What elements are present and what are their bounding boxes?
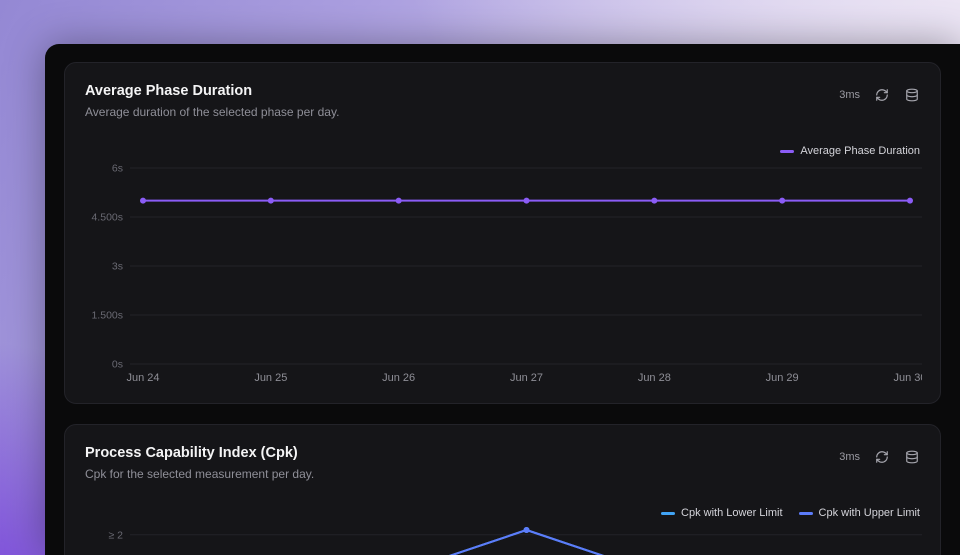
card-subtitle: Average duration of the selected phase p… — [85, 105, 340, 119]
chart-legend: Average Phase Duration — [85, 144, 920, 158]
legend-item: Cpk with Lower Limit — [661, 507, 783, 519]
refresh-icon — [876, 89, 888, 101]
legend-swatch — [798, 511, 813, 515]
legend-swatch — [661, 511, 676, 515]
refresh-icon — [876, 451, 888, 463]
svg-text:Jun 27: Jun 27 — [510, 372, 543, 384]
database-icon — [906, 88, 918, 102]
legend-item: Cpk with Upper Limit — [798, 507, 920, 519]
legend-label: Cpk with Lower Limit — [681, 507, 783, 519]
svg-text:0s: 0s — [112, 359, 123, 371]
cpk-card: Process Capability Index (Cpk) Cpk for t… — [64, 424, 941, 555]
legend-label: Cpk with Upper Limit — [818, 507, 920, 519]
card-title: Average Phase Duration — [85, 83, 253, 99]
svg-text:3s: 3s — [112, 261, 123, 273]
refresh-button[interactable] — [874, 87, 890, 103]
card-header: Average Phase Duration Average duration … — [85, 83, 920, 120]
card-actions: 3ms — [839, 87, 920, 103]
database-icon — [906, 450, 918, 464]
legend-item: Average Phase Duration — [780, 145, 920, 157]
card-titles: Process Capability Index (Cpk) Cpk for t… — [85, 445, 314, 482]
card-title: Process Capability Index (Cpk) — [85, 445, 298, 461]
latency-badge: 3ms — [839, 89, 860, 101]
svg-text:1.500s: 1.500s — [91, 310, 123, 322]
svg-text:4.500s: 4.500s — [91, 212, 123, 224]
svg-text:Jun 25: Jun 25 — [254, 372, 287, 384]
dashboard-panel: Average Phase Duration Average duration … — [45, 44, 960, 555]
svg-text:6s: 6s — [112, 163, 123, 175]
svg-text:≥ 2: ≥ 2 — [108, 529, 123, 541]
svg-text:Jun 24: Jun 24 — [126, 372, 159, 384]
svg-text:Jun 29: Jun 29 — [766, 372, 799, 384]
avg-phase-duration-card: Average Phase Duration Average duration … — [64, 62, 941, 404]
chart-legend: Cpk with Lower Limit Cpk with Upper Limit — [85, 506, 920, 520]
refresh-button[interactable] — [874, 449, 890, 465]
legend-swatch — [780, 149, 795, 153]
card-actions: 3ms — [839, 449, 920, 465]
svg-text:Jun 28: Jun 28 — [638, 372, 671, 384]
latency-badge: 3ms — [839, 451, 860, 463]
data-source-button[interactable] — [904, 449, 920, 465]
legend-label: Average Phase Duration — [800, 145, 920, 157]
card-subtitle: Cpk for the selected measurement per day… — [85, 467, 315, 481]
card-titles: Average Phase Duration Average duration … — [85, 83, 339, 120]
data-source-button[interactable] — [904, 87, 920, 103]
svg-text:Jun 26: Jun 26 — [382, 372, 415, 384]
card-header: Process Capability Index (Cpk) Cpk for t… — [85, 445, 920, 482]
svg-text:Jun 30: Jun 30 — [893, 372, 922, 384]
